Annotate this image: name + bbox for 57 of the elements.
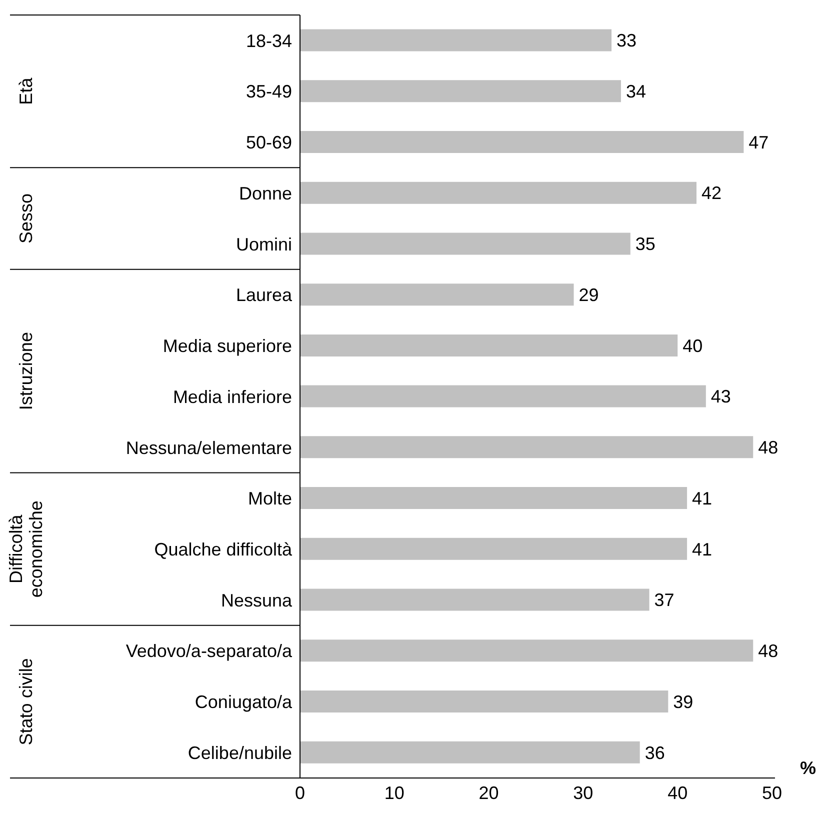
data-label: 48: [758, 641, 778, 662]
data-label: 35: [635, 234, 656, 254]
data-label: 48: [758, 438, 778, 458]
data-label: 33: [616, 30, 637, 51]
bar: [300, 130, 744, 153]
y-tick-label: Media superiore: [162, 336, 292, 356]
x-tick-label: 20: [478, 782, 499, 803]
y-tick-label: Celibe/nubile: [188, 742, 292, 763]
bar: [300, 741, 640, 764]
text: Stato civile: [16, 658, 36, 746]
y-tick-label: Nessuna/elementare: [126, 438, 292, 458]
x-tick-label: 40: [668, 782, 688, 803]
y-tick-label: Media inferiore: [172, 386, 292, 407]
bar: [300, 232, 630, 255]
x-tick-label: 50: [762, 782, 782, 803]
bar: [300, 182, 696, 204]
y-tick-label: Donne: [238, 183, 292, 204]
x-tick-label: 10: [384, 782, 404, 803]
y-tick-label: Uomini: [236, 234, 292, 254]
text: Istruzione: [16, 332, 36, 410]
y-tick-label: 35-49: [246, 82, 292, 102]
bar: [300, 436, 754, 458]
data-label: 29: [578, 284, 599, 305]
y-tick-label: Qualche difficoltà: [154, 539, 293, 560]
x-axis-title: %: [800, 758, 816, 778]
y-tick-label: Nessuna: [220, 590, 293, 610]
text: Sesso: [16, 193, 36, 244]
data-label: 40: [682, 336, 703, 356]
text: Età: [16, 76, 36, 105]
x-tick-label: 30: [573, 782, 594, 803]
data-label: 43: [710, 386, 731, 407]
data-label: 47: [748, 132, 769, 152]
y-tick-label: Vedovo/a-separato/a: [126, 641, 293, 662]
data-label: 39: [673, 692, 694, 712]
bar: [300, 588, 650, 611]
bar: [300, 334, 678, 356]
bar: [300, 690, 668, 713]
bar: [300, 640, 754, 662]
x-tick-label: 0: [294, 782, 306, 803]
bar: [300, 284, 574, 306]
bar: [300, 385, 706, 408]
data-label: 36: [644, 742, 665, 763]
y-tick-label: Coniugato/a: [194, 692, 293, 712]
bar: [300, 29, 612, 52]
y-tick-label: Laurea: [236, 285, 293, 306]
y-tick-label: Molte: [248, 488, 292, 509]
data-label: 37: [654, 590, 674, 610]
text: Difficoltà economiche: [6, 500, 46, 598]
bar: [300, 538, 688, 560]
data-label: 34: [626, 82, 646, 102]
data-label: 42: [701, 183, 722, 204]
bar: [300, 80, 621, 102]
y-tick-label: 50-69: [246, 132, 292, 153]
data-label: 41: [692, 539, 712, 560]
bar: [300, 487, 688, 510]
data-label: 41: [692, 488, 712, 508]
y-tick-label: 18-34: [246, 30, 292, 51]
